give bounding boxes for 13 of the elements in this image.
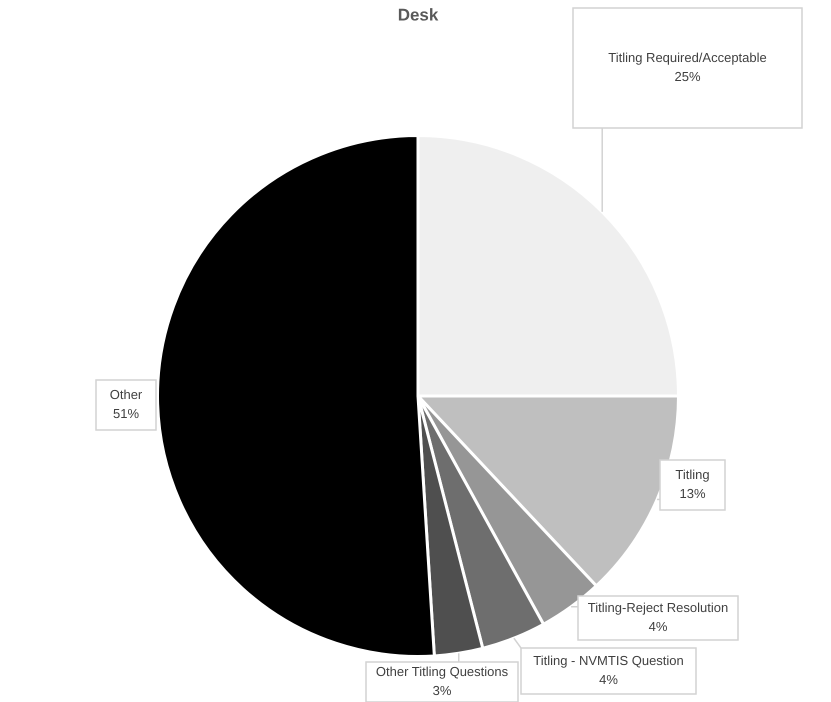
slice-label: Other Titling Questions — [376, 664, 509, 680]
slice-label: Titling Required/Acceptable — [608, 50, 767, 66]
data-label: 4% — [599, 672, 618, 688]
data-label: 3% — [432, 683, 452, 698]
slice-label: Titling-Reject Resolution — [588, 600, 728, 616]
data-label: 4% — [648, 619, 668, 634]
data-label: 25% — [674, 69, 701, 84]
data-label: 13% — [679, 486, 706, 502]
slice-label: Titling — [675, 467, 710, 482]
slice-label: Titling - NVMTIS Question — [533, 653, 684, 668]
chart-title: Desk — [398, 6, 439, 25]
data-label: 51% — [112, 406, 140, 422]
slice-label: Other — [110, 387, 143, 402]
